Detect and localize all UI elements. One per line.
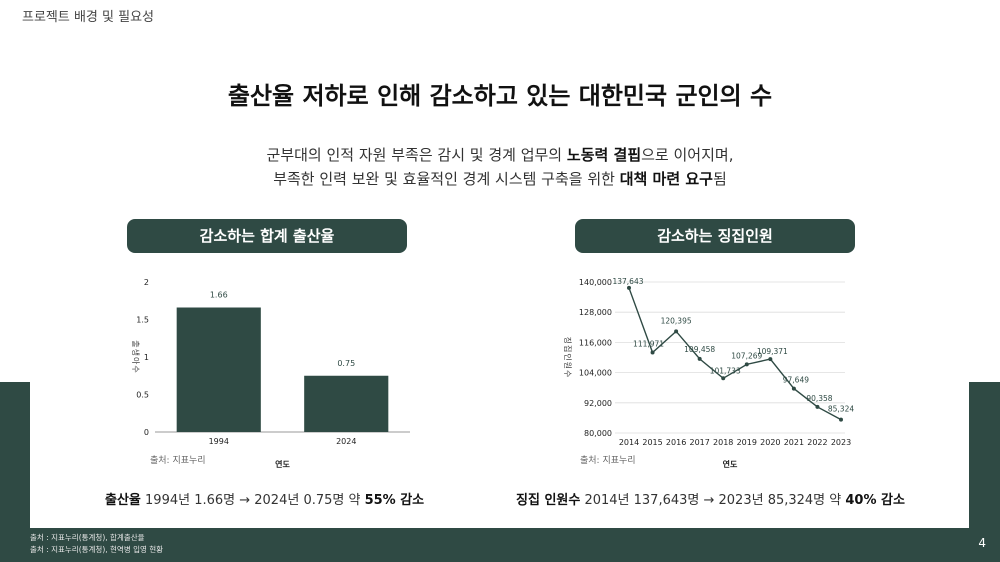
content-card [30, 33, 969, 528]
data-label: 90,358 [806, 394, 832, 403]
birthrate-source: 출처: 지표누리 [150, 456, 206, 466]
data-point [791, 386, 796, 391]
bar-value-label: 0.75 [337, 359, 355, 368]
data-label: 109,458 [684, 345, 715, 354]
birthrate-bar-chart: 0 0.5 1 1.5 2 1.66 1994 0.75 2024 연도 출생아수 [131, 278, 410, 469]
data-point [744, 362, 749, 367]
y-tick-label: 0 [144, 428, 149, 437]
footnote-1: 출처 : 지표누리(통계청), 합계출산율 [30, 533, 145, 542]
data-label: 137,643 [612, 277, 643, 286]
conscription-pill: 감소하는 징집인원 [575, 219, 855, 253]
x-tick-label: 2015 [642, 438, 662, 447]
data-point [768, 357, 773, 362]
data-label: 111,971 [633, 340, 664, 349]
x-tick-label: 1994 [209, 437, 229, 446]
subtitle-line-2: 부족한 인력 보완 및 효율적인 경계 시스템 구축을 위한 대책 마련 요구됨 [273, 170, 727, 188]
subtitle-line-1: 군부대의 인적 자원 부족은 감시 및 경계 업무의 노동력 결핍으로 이어지며… [266, 146, 734, 164]
y-tick-label: 104,000 [579, 369, 612, 378]
page-number: 4 [978, 536, 986, 550]
birthrate-pill: 감소하는 합계 출산율 [127, 219, 407, 253]
x-tick-label: 2016 [666, 438, 686, 447]
y-tick-label: 0.5 [136, 391, 149, 400]
data-point [650, 350, 655, 355]
conscription-source: 출처: 지표누리 [580, 456, 636, 466]
data-point [697, 356, 702, 361]
y-tick-label: 116,000 [579, 338, 612, 347]
bar-value-label: 1.66 [210, 291, 228, 300]
y-tick-label: 80,000 [584, 429, 612, 438]
y-tick-label: 1.5 [136, 316, 149, 325]
x-axis-title: 연도 [275, 459, 290, 469]
x-tick-label: 2022 [807, 438, 827, 447]
footnote-2: 출처 : 지표누리(통계청), 현역병 입영 현황 [30, 545, 164, 554]
y-tick-label: 2 [144, 278, 149, 287]
y-tick-label: 1 [144, 353, 149, 362]
bar [304, 375, 389, 432]
data-label: 107,269 [731, 351, 762, 360]
data-point [815, 404, 820, 409]
section-label: 프로젝트 배경 및 필요성 [22, 10, 154, 25]
data-label: 120,395 [661, 316, 692, 325]
data-point [839, 417, 843, 422]
y-axis-title: 출생아수 [131, 340, 141, 373]
data-point [721, 376, 726, 381]
x-tick-label: 2023 [831, 438, 851, 447]
x-tick-label: 2017 [689, 438, 709, 447]
conscription-line-chart: 80,000 92,000 104,000 116,000 128,000 140,000… [563, 277, 854, 469]
x-tick-label: 2014 [619, 438, 639, 447]
data-point [674, 329, 679, 334]
series-line [628, 287, 842, 421]
y-axis-title: 징집인원수 [563, 337, 573, 379]
data-label: 97,649 [783, 376, 809, 385]
data-label: 85,324 [828, 405, 854, 414]
footnotes: 출처 : 지표누리(통계청), 합계출산율 출처 : 지표누리(통계청), 현역… [30, 532, 163, 556]
y-tick-label: 128,000 [579, 308, 612, 317]
birthrate-summary: 출산율 1994년 1.66명 → 2024년 0.75명 약 55% 감소 [105, 493, 425, 508]
bar [176, 307, 261, 432]
conscription-summary: 징집 인원수 2014년 137,643명 → 2023년 85,324명 약 … [516, 493, 905, 508]
data-label: 101,733 [710, 366, 741, 375]
x-tick-label: 2019 [737, 438, 757, 447]
data-point [627, 285, 631, 290]
y-tick-label: 92,000 [584, 399, 612, 408]
data-label: 109,371 [757, 347, 788, 356]
x-tick-label: 2024 [336, 437, 356, 446]
x-tick-label: 2020 [760, 438, 780, 447]
page-title: 출산율 저하로 인해 감소하고 있는 대한민국 군인의 수 [227, 82, 773, 110]
subtitle: 군부대의 인적 자원 부족은 감시 및 경계 업무의 노동력 결핍으로 이어지며… [0, 143, 1000, 191]
y-tick-label: 140,000 [579, 278, 612, 287]
x-axis-title: 연도 [723, 459, 738, 469]
x-tick-label: 2021 [784, 438, 804, 447]
x-tick-label: 2018 [713, 438, 733, 447]
